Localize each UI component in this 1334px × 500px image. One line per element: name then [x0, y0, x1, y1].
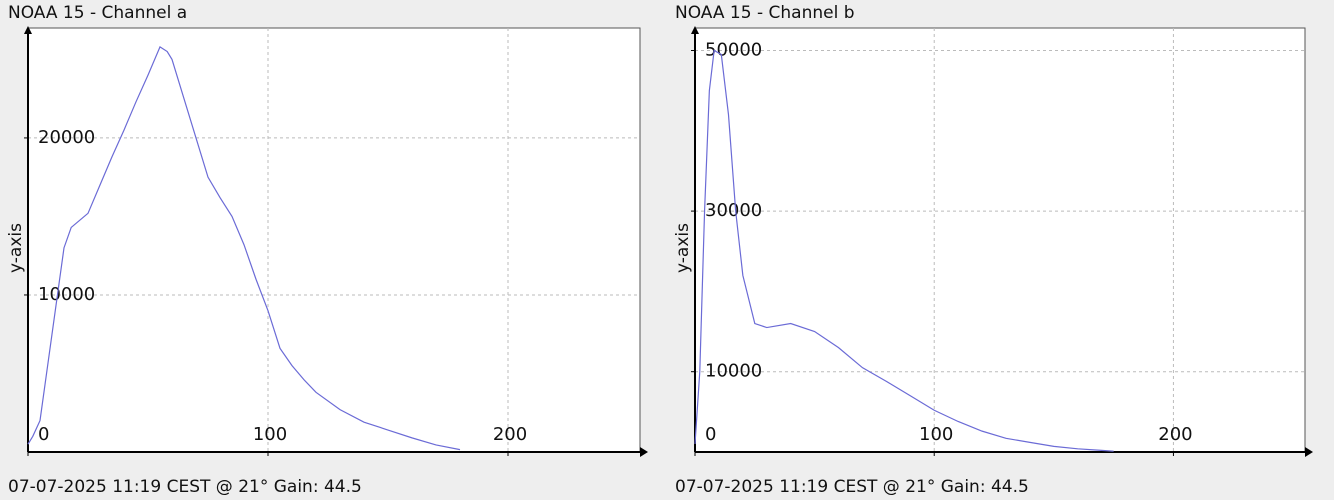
- plot-area: [694, 27, 1306, 453]
- y-tick-label: 30000: [705, 200, 762, 221]
- x-axis-arrow: [1305, 447, 1313, 457]
- data-line: [694, 49, 1114, 452]
- y-tick-label: 20000: [38, 127, 95, 148]
- y-tick-label: 50000: [705, 39, 762, 60]
- x-axis-arrow: [640, 447, 648, 457]
- y-axis-label: y-axis: [673, 223, 693, 273]
- chart-title: NOAA 15 - Channel b: [675, 3, 855, 23]
- y-axis-arrow: [24, 26, 32, 34]
- footer: 07-07-2025 11:19 CEST @ 21° Gain: 44.5: [675, 477, 1029, 497]
- footer: 07-07-2025 11:19 CEST @ 21° Gain: 44.5: [8, 477, 362, 497]
- chart-title: NOAA 15 - Channel a: [8, 3, 187, 23]
- x-tick-label: 100: [919, 424, 953, 445]
- y-axis-arrow: [691, 26, 699, 34]
- x-tick-label: 200: [1158, 424, 1192, 445]
- data-line: [27, 45, 461, 451]
- y-tick-label: 10000: [38, 284, 95, 305]
- x-tick-label: 200: [493, 424, 527, 445]
- x-tick-label: 0: [38, 424, 49, 445]
- x-tick-label: 0: [705, 424, 716, 445]
- x-tick-label: 100: [253, 424, 287, 445]
- y-axis-label: y-axis: [6, 223, 26, 273]
- y-tick-label: 10000: [705, 361, 762, 382]
- plot-area: [27, 27, 641, 453]
